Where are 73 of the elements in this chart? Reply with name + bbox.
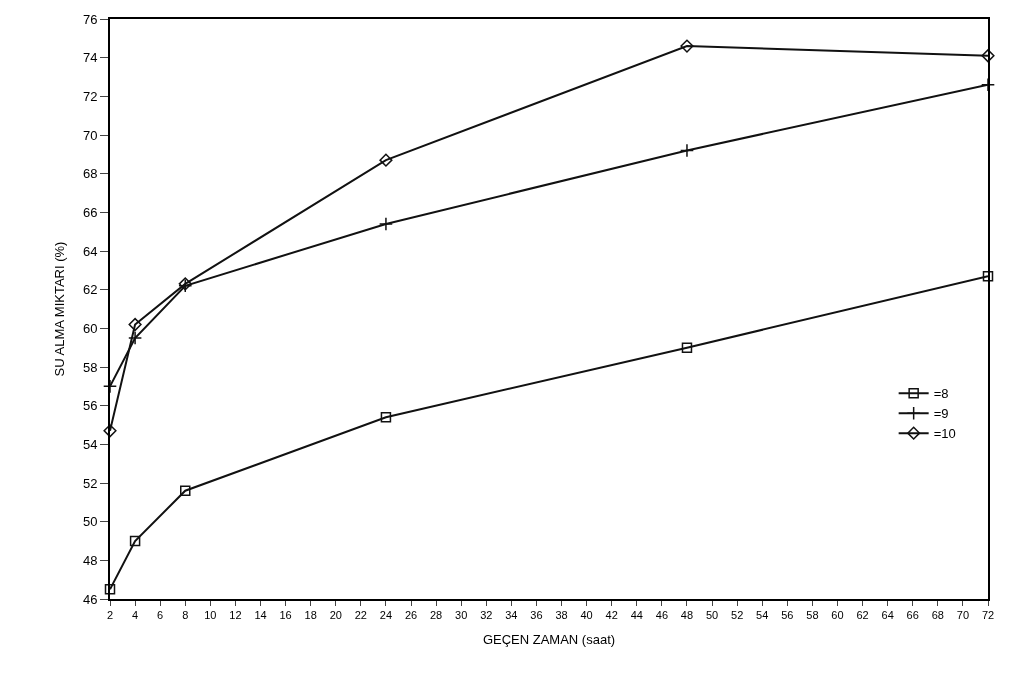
point [129, 535, 141, 547]
x-tick-label: 68 [931, 609, 944, 622]
x-tick-label: 24 [379, 609, 393, 622]
x-tick-label: 6 [157, 609, 164, 622]
legend-label: =9 [933, 406, 949, 422]
point [679, 143, 695, 158]
x-tick-label: 12 [229, 609, 242, 622]
y-axis-title: SU ALMA MIKTARI (%) [52, 241, 68, 377]
y-tick-label: 52 [82, 475, 98, 491]
legend-label: =10 [933, 426, 956, 442]
x-tick-label: 28 [429, 609, 443, 622]
x-tick-label: 52 [731, 609, 744, 622]
point [104, 584, 116, 595]
y-tick-label: 58 [82, 359, 98, 375]
x-tick-label: 48 [680, 609, 694, 622]
y-tick-label: 68 [82, 166, 98, 182]
x-tick-label: 20 [329, 609, 342, 622]
point [380, 412, 392, 423]
y-tick-label: 70 [82, 127, 98, 143]
y-tick-label: 74 [82, 50, 98, 66]
y-tick-label: 66 [82, 204, 98, 220]
x-tick-label: 8 [182, 609, 189, 622]
x-tick-label: 34 [505, 609, 518, 622]
x-tick-label: 50 [705, 609, 719, 622]
x-tick-label: 46 [655, 609, 669, 622]
x-tick-label: 62 [856, 609, 869, 622]
x-tick-label: 64 [881, 609, 894, 622]
x-tick-label: 32 [480, 609, 493, 622]
x-tick-label: 42 [605, 609, 618, 622]
point [379, 153, 393, 167]
y-tick-label: 48 [82, 552, 98, 568]
point [128, 317, 142, 332]
y-tick-label: 76 [82, 11, 98, 27]
x-tick-label: 70 [956, 609, 970, 622]
x-tick-label: 60 [831, 609, 844, 622]
x-tick-label: 16 [279, 609, 292, 622]
y-tick-label: 50 [82, 514, 98, 530]
x-tick-label: 18 [304, 609, 317, 622]
x-tick-label: 36 [530, 609, 543, 622]
y-tick-label: 64 [82, 243, 98, 259]
y-tick-label: 72 [82, 88, 98, 104]
y-tick-label: 54 [82, 436, 98, 452]
point [378, 216, 393, 231]
point [103, 424, 117, 438]
point [180, 485, 191, 496]
x-tick-label: 66 [906, 609, 919, 622]
x-tick-label: 2 [106, 609, 114, 622]
x-tick-label: 54 [756, 609, 769, 622]
x-tick-label: 4 [132, 609, 139, 622]
y-tick-label: 46 [82, 591, 98, 607]
x-tick-label: 22 [354, 609, 367, 622]
x-tick-label: 72 [981, 609, 995, 622]
x-tick-label: 40 [580, 609, 593, 622]
x-tick-label: 58 [806, 609, 819, 622]
y-tick-label: 60 [82, 320, 98, 336]
x-axis-title: GEÇEN ZAMAN (saat) [482, 632, 616, 648]
legend-label: =8 [933, 386, 949, 402]
x-tick-label: 14 [254, 609, 267, 622]
y-tick-label: 62 [82, 282, 98, 298]
point [980, 77, 996, 92]
point [102, 379, 118, 394]
x-tick-label: 38 [555, 609, 568, 622]
x-tick-label: 44 [630, 609, 643, 622]
x-tick-label: 10 [204, 609, 217, 622]
x-tick-label: 26 [404, 609, 418, 622]
x-tick-label: 56 [781, 609, 794, 622]
x-tick-label: 30 [455, 609, 468, 622]
point [680, 39, 694, 53]
point [982, 270, 994, 282]
point [681, 342, 693, 353]
point [981, 49, 995, 63]
y-tick-label: 56 [82, 398, 98, 414]
point [128, 330, 143, 346]
